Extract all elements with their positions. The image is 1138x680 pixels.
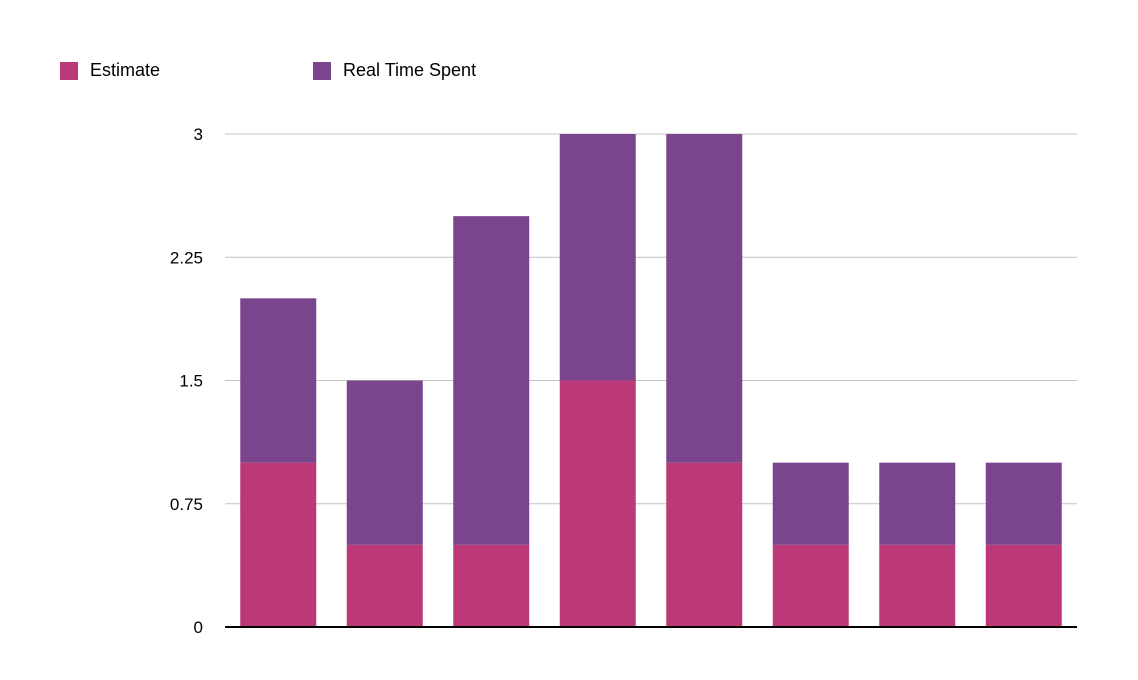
bar-segment-real-time-spent: [347, 381, 423, 545]
y-tick-label: 0.75: [170, 495, 203, 514]
bar-segment-real-time-spent: [879, 463, 955, 545]
y-tick-label: 2.25: [170, 248, 203, 267]
bar-segment-estimate: [879, 545, 955, 627]
y-tick-label: 0: [194, 618, 203, 637]
bar-segment-real-time-spent: [560, 134, 636, 381]
bar-segment-real-time-spent: [773, 463, 849, 545]
bar-segment-real-time-spent: [453, 216, 529, 545]
bar-segment-estimate: [453, 545, 529, 627]
bar-segment-estimate: [666, 463, 742, 627]
bar-segment-estimate: [773, 545, 849, 627]
bar-segment-real-time-spent: [240, 298, 316, 462]
bar-segment-real-time-spent: [986, 463, 1062, 545]
bar-segment-estimate: [347, 545, 423, 627]
y-tick-label: 3: [194, 125, 203, 144]
bar-segment-real-time-spent: [666, 134, 742, 463]
bar-segment-estimate: [560, 381, 636, 628]
bar-segment-estimate: [240, 463, 316, 627]
bar-segment-estimate: [986, 545, 1062, 627]
y-tick-label: 1.5: [179, 372, 203, 391]
